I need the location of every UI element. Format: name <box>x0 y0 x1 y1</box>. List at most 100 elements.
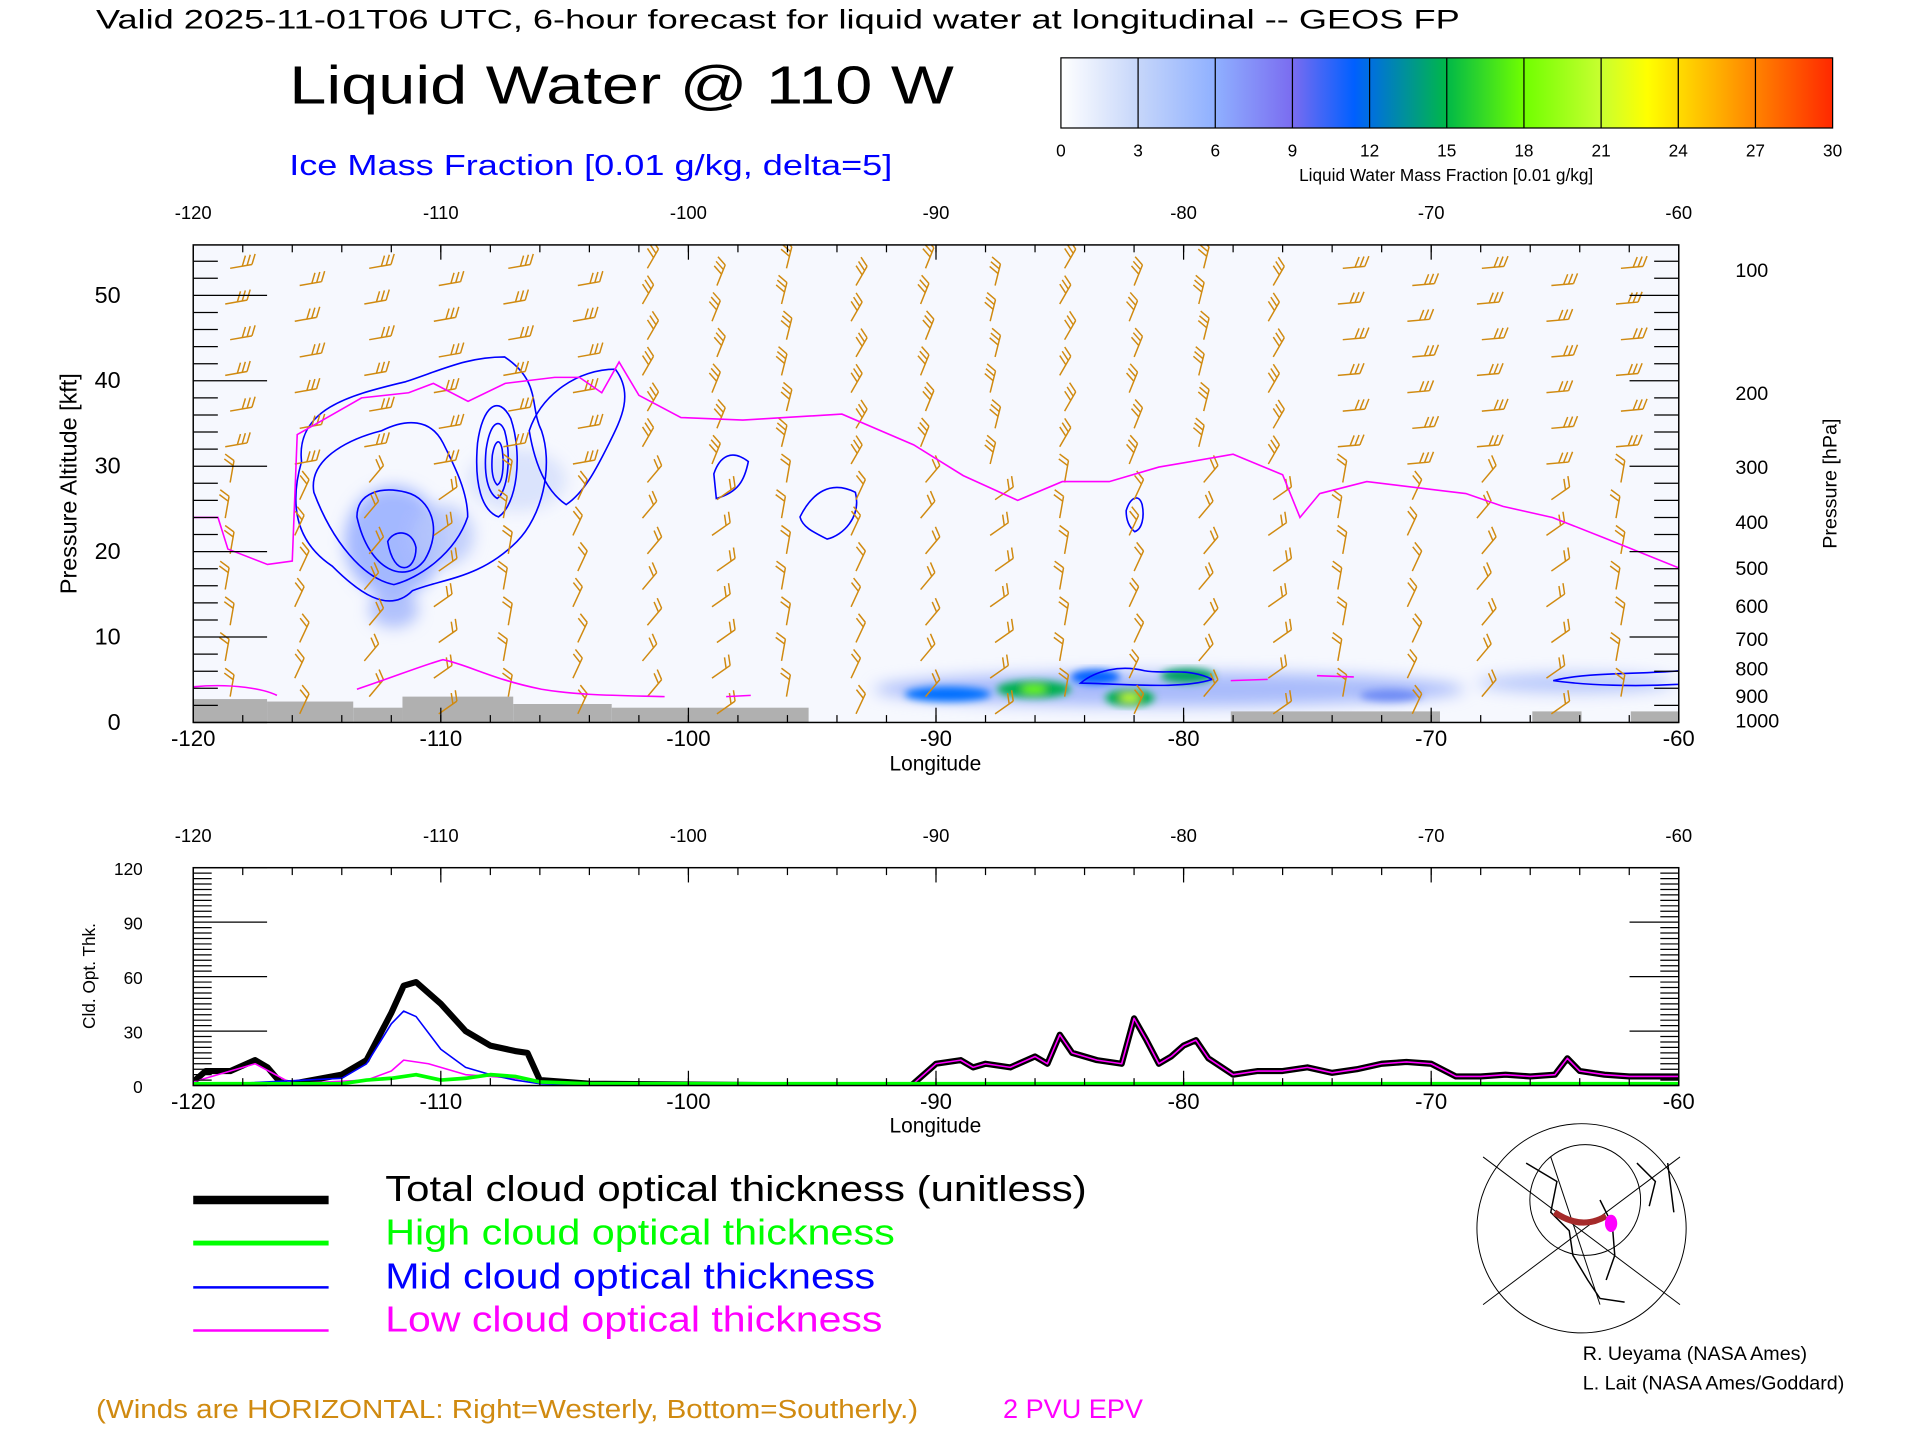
wind-barb-flag <box>1567 475 1571 488</box>
wind-barb <box>989 327 1002 358</box>
wind-barb <box>1620 327 1648 341</box>
wind-barb <box>230 396 256 412</box>
wind-barb-shaft <box>646 465 663 483</box>
wind-barb-flag <box>524 432 530 444</box>
wind-barb-flag <box>919 422 928 432</box>
wind-barb-shaft <box>1059 355 1072 376</box>
wind-barb-shaft <box>363 643 380 662</box>
wind-barb-shaft <box>502 567 508 590</box>
wind-barb-flag <box>1005 511 1010 523</box>
wind-barb-flag <box>853 577 862 588</box>
wind-barb-flag <box>1001 657 1005 669</box>
wind-barb-flag <box>931 601 938 613</box>
wind-barb-shaft <box>1690 480 1699 500</box>
wind-barb-flag <box>855 292 863 303</box>
wind-barb-flag <box>921 346 930 356</box>
y-axis-label-cot: Cld. Opt. Thk. <box>79 923 99 1029</box>
wind-barb-flag <box>1132 403 1142 413</box>
wind-barb-flag <box>296 506 305 516</box>
wind-barb-flag <box>857 403 866 414</box>
wind-barb-flag <box>241 326 247 338</box>
wind-barb <box>1126 434 1139 465</box>
wind-barb-flag <box>1627 363 1633 375</box>
wind-barb-flag <box>1134 256 1144 266</box>
wind-barb <box>641 562 658 591</box>
wind-barb-shaft <box>572 657 583 679</box>
wind-barb <box>1551 344 1579 358</box>
wind-barb-flag <box>850 443 858 454</box>
wind-barb-flag <box>1129 291 1139 302</box>
wind-barb-shaft <box>1058 567 1065 590</box>
wind-barb-shaft <box>1198 282 1205 305</box>
wind-barb-flag <box>294 582 303 592</box>
x-tick-label-top: -60 <box>1665 825 1692 846</box>
wind-barb-flag <box>926 565 933 577</box>
wind-barb-flag <box>1354 291 1360 303</box>
wind-barb <box>711 511 731 536</box>
wind-barb <box>433 306 460 322</box>
wind-barb-flag <box>1684 511 1695 520</box>
wind-barb-flag <box>1642 255 1648 267</box>
wind-barb-shaft <box>1550 557 1570 572</box>
wind-barb-flag <box>713 265 723 275</box>
wind-barb-flag <box>727 511 731 523</box>
wind-barb <box>1620 255 1648 270</box>
wind-barb-shaft <box>1202 246 1210 269</box>
wind-barb-flag <box>1354 399 1360 411</box>
wind-barb-flag <box>732 475 736 488</box>
wind-barb-shaft <box>577 550 588 572</box>
wind-barb-flag <box>929 562 936 573</box>
wind-barb-flag <box>1332 560 1343 569</box>
wind-barb-flag <box>1064 390 1072 401</box>
wind-barb <box>223 453 235 483</box>
wind-barb <box>1272 618 1293 644</box>
wind-barb-flag <box>857 541 866 552</box>
wind-barb <box>855 541 867 572</box>
wind-barb-flag <box>710 367 720 378</box>
wind-barb-shaft <box>994 335 1002 358</box>
wind-barb <box>433 378 460 394</box>
wind-barb-flag <box>294 653 303 663</box>
wind-barb <box>1053 560 1065 590</box>
wind-barb <box>1476 434 1504 448</box>
wind-barb-flag <box>315 306 321 318</box>
wind-barb-flag <box>1058 529 1069 538</box>
wind-barb <box>294 378 321 394</box>
wind-barb <box>497 631 508 662</box>
wind-barb-flag <box>713 408 723 418</box>
wind-barb <box>855 613 867 643</box>
wind-barb <box>775 417 788 447</box>
wind-barb <box>1133 541 1145 572</box>
wind-barb-flag <box>1010 475 1014 488</box>
wind-barb-shaft <box>1272 629 1292 644</box>
wind-barb-flag <box>781 524 791 533</box>
wind-barb <box>1267 583 1288 608</box>
wind-barb-flag <box>502 672 512 681</box>
wind-barb-shaft <box>1546 593 1566 608</box>
wind-barb-shaft <box>438 629 458 644</box>
map-circle-inner <box>1529 1144 1642 1256</box>
wind-barb-shaft <box>1550 700 1570 715</box>
wind-barb-flag <box>1130 408 1140 418</box>
wind-barb-flag <box>1364 255 1370 267</box>
wind-barb-flag <box>1134 474 1143 485</box>
wind-barb <box>433 511 453 536</box>
wind-barb <box>1614 667 1626 697</box>
wind-barb-flag <box>1336 601 1347 609</box>
wind-barb-flag <box>574 577 583 588</box>
wind-barb-flag <box>990 261 1000 270</box>
wind-barb-flag <box>1192 355 1203 365</box>
wind-barb-flag <box>1064 417 1072 428</box>
wind-barb-shaft <box>1337 567 1343 590</box>
wind-barb <box>711 654 731 679</box>
wind-barb-flag <box>934 597 941 609</box>
wind-barb <box>1476 291 1504 305</box>
wind-barb-shaft <box>1128 586 1140 608</box>
wind-barb-flag <box>1697 381 1703 391</box>
wind-barb-flag <box>925 244 935 249</box>
wind-barb <box>572 449 599 465</box>
wind-barb <box>1412 273 1440 287</box>
wind-barb <box>989 399 1002 429</box>
wind-barb-flag <box>1285 550 1289 562</box>
wind-barb-flag <box>1354 363 1360 375</box>
